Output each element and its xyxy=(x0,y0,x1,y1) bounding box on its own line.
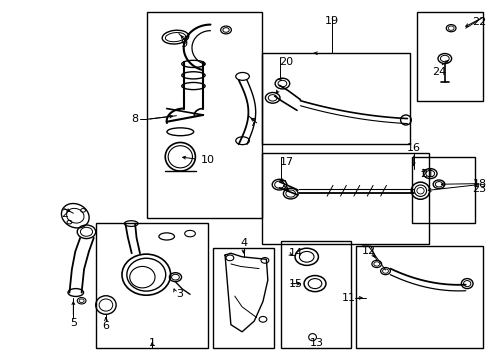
Text: 12: 12 xyxy=(362,246,376,256)
Bar xyxy=(96,223,207,348)
Text: 4: 4 xyxy=(240,238,246,248)
Text: 16: 16 xyxy=(406,143,420,153)
Text: 23: 23 xyxy=(471,184,486,194)
Text: 21: 21 xyxy=(420,169,434,179)
Text: 8: 8 xyxy=(131,114,138,124)
Text: 18: 18 xyxy=(471,179,486,189)
Text: 13: 13 xyxy=(309,338,323,348)
Text: 3: 3 xyxy=(176,289,183,299)
Bar xyxy=(356,246,482,348)
Text: 2: 2 xyxy=(61,208,68,219)
Bar xyxy=(281,241,351,348)
Text: 20: 20 xyxy=(279,57,293,67)
Bar xyxy=(261,53,409,144)
Bar xyxy=(147,12,261,217)
Text: 15: 15 xyxy=(288,279,303,289)
Text: 7: 7 xyxy=(249,118,256,128)
Text: 6: 6 xyxy=(102,321,109,331)
Text: 10: 10 xyxy=(201,156,214,165)
Bar xyxy=(261,153,428,244)
Text: 17: 17 xyxy=(279,157,293,167)
Text: 24: 24 xyxy=(431,67,445,77)
Text: 5: 5 xyxy=(70,318,77,328)
Text: 19: 19 xyxy=(325,16,338,26)
Text: 14: 14 xyxy=(288,248,303,258)
Text: 1: 1 xyxy=(148,338,155,348)
Bar xyxy=(411,157,474,223)
Text: 9: 9 xyxy=(180,39,187,49)
Bar xyxy=(416,12,482,102)
Text: 11: 11 xyxy=(341,293,355,303)
Bar xyxy=(212,248,273,348)
Text: 22: 22 xyxy=(471,18,486,27)
